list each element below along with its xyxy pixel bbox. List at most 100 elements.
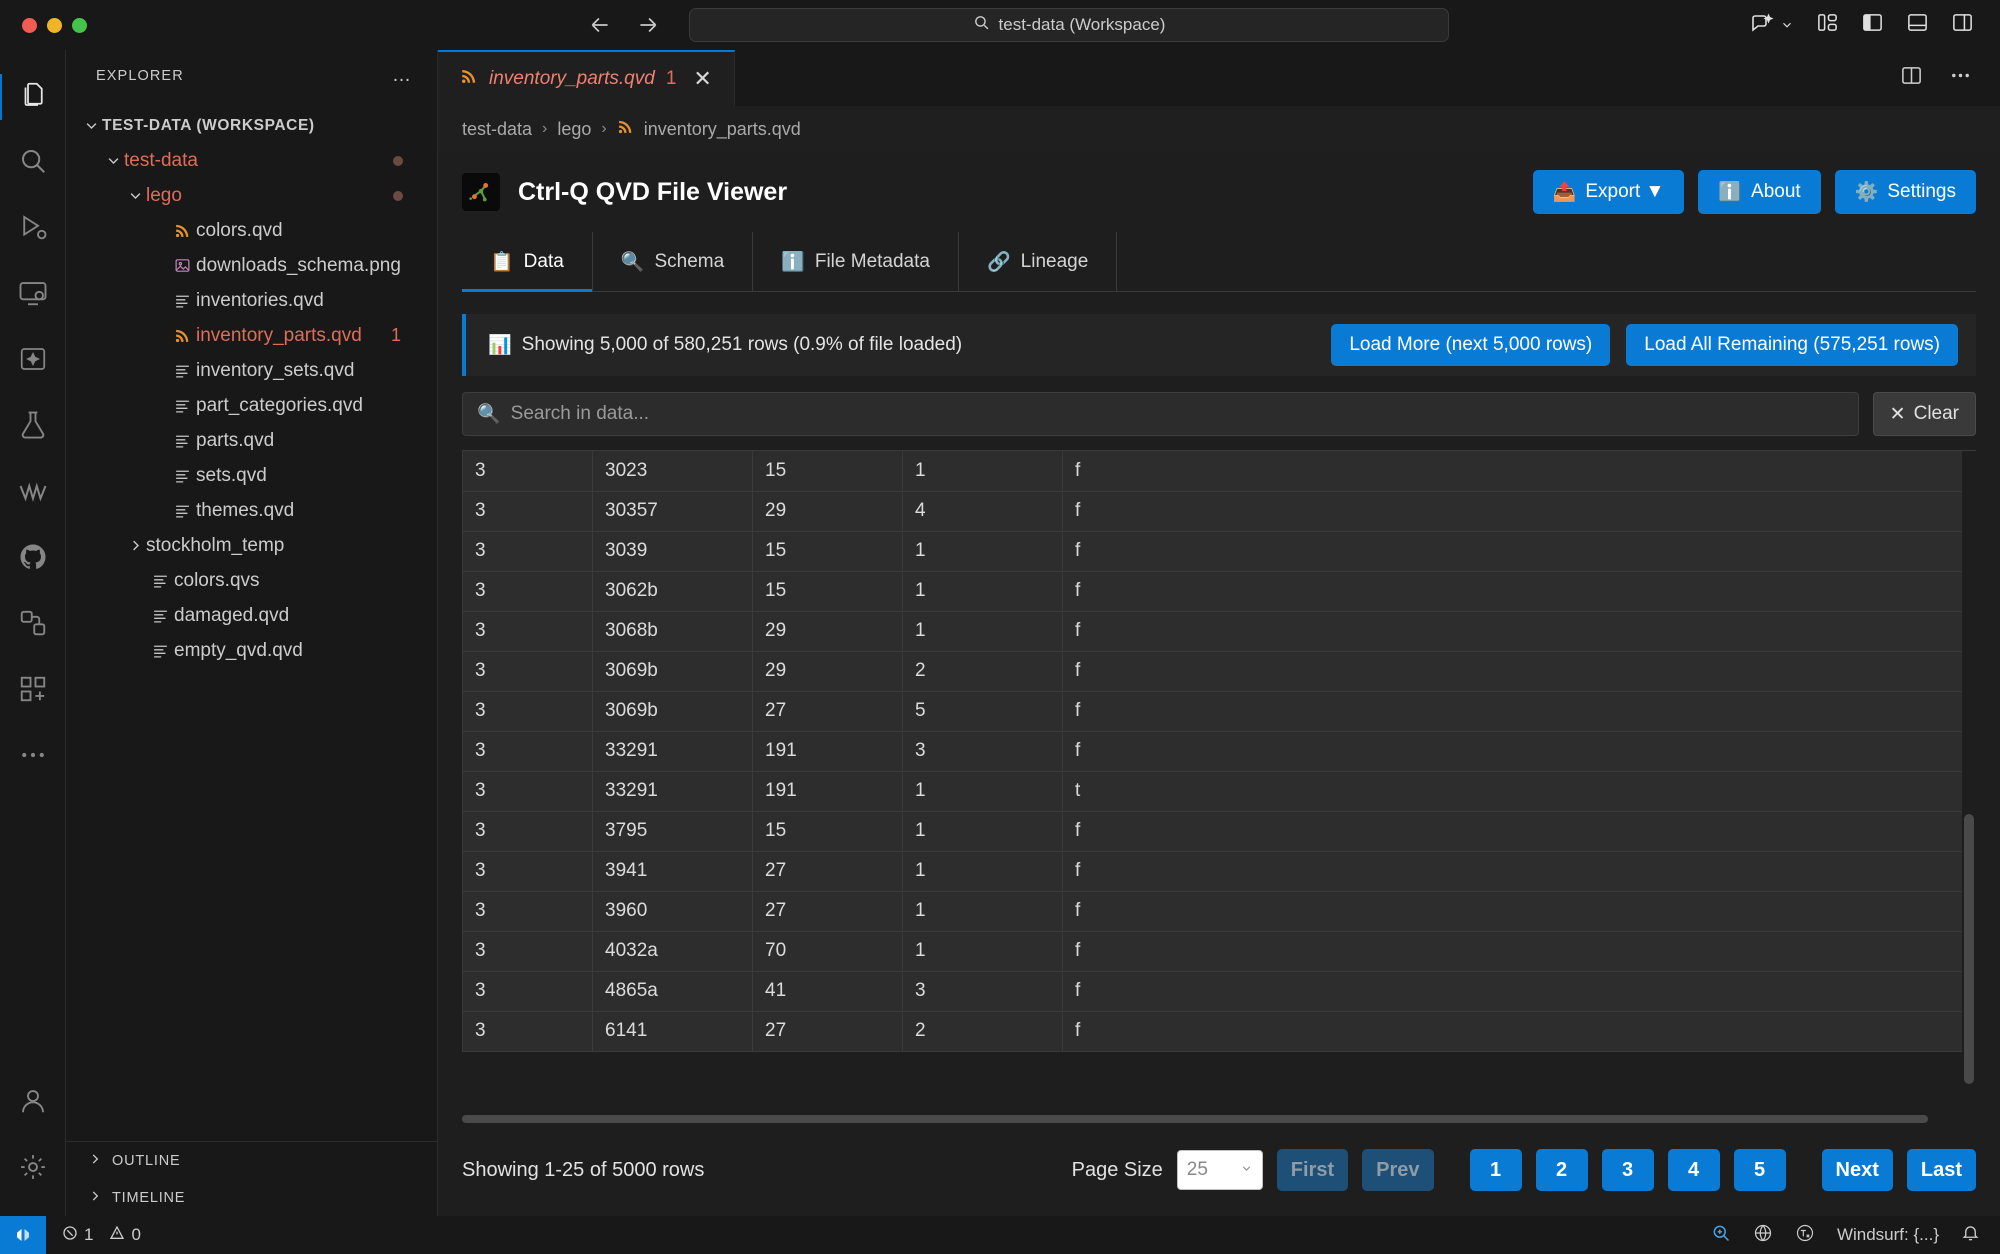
tree-item-inventory-sets-qvd[interactable]: inventory_sets.qvd [66,353,437,388]
search-input[interactable] [510,403,1844,425]
editor-tab-inventory-parts[interactable]: inventory_parts.qvd 1 ✕ [438,50,735,106]
table-row[interactable]: 3 3795 15 1 f [462,811,1976,852]
language-icon[interactable] [1795,1223,1815,1248]
scroll-thumb[interactable] [1964,814,1974,1084]
activity-item-explorer[interactable] [0,64,66,130]
tree-item-downloads-schema-png[interactable]: downloads_schema.png [66,248,437,283]
breadcrumb-item-1[interactable]: lego [557,118,592,139]
table-vertical-scrollbar[interactable] [1962,451,1976,1124]
table-row[interactable]: 3 33291 191 1 t [462,771,1976,812]
table-row[interactable]: 3 6141 27 2 f [462,1011,1976,1052]
activity-item-more[interactable] [0,724,66,790]
activity-item-testing[interactable] [0,394,66,460]
activity-item-extensions-alt[interactable] [0,592,66,658]
close-icon[interactable]: ✕ [693,66,712,91]
tab-schema[interactable]: 🔍 Schema [592,232,754,291]
table-row[interactable]: 3 3069b 29 2 f [462,651,1976,692]
tree-item-lego[interactable]: lego [66,178,437,213]
tree-item-inventories-qvd[interactable]: inventories.qvd [66,283,437,318]
tree-item-sets-qvd[interactable]: sets.qvd [66,458,437,493]
breadcrumb-item-0[interactable]: test-data [462,118,533,139]
activity-item-run-and-debug[interactable] [0,196,66,262]
bell-icon[interactable] [1961,1223,1980,1247]
more-actions-icon[interactable] [1949,64,1972,92]
last-page-button[interactable]: Last [1906,1149,1976,1191]
page-button-5[interactable]: 5 [1733,1149,1786,1191]
customize-layout-icon[interactable] [1816,11,1839,39]
about-button[interactable]: ℹ️ About [1698,170,1821,214]
tab-data[interactable]: 📋 Data [462,232,593,292]
activity-item-manage-settings[interactable] [0,1136,66,1202]
problems-status[interactable]: 1 0 [62,1225,141,1246]
table-row[interactable]: 3 3960 27 1 f [462,891,1976,932]
page-button-3[interactable]: 3 [1601,1149,1654,1191]
activity-item-remote-explorer[interactable] [0,262,66,328]
remote-window-button[interactable] [0,1216,46,1254]
forward-arrow-icon[interactable] [635,12,661,38]
table-horizontal-scrollbar[interactable] [462,1113,1958,1124]
page-size-select[interactable]: 25 [1176,1150,1263,1190]
activity-item-extensions[interactable] [0,658,66,724]
command-center-search[interactable]: test-data (Workspace) [689,8,1449,42]
search-input-wrapper[interactable]: 🔍 [462,392,1859,436]
explorer-more-actions[interactable]: … [392,65,413,86]
close-window-button[interactable] [22,17,37,33]
outline-section[interactable]: OUTLINE [66,1142,437,1179]
tab-file-metadata[interactable]: ℹ️ File Metadata [753,232,959,291]
tree-item-parts-qvd[interactable]: parts.qvd [66,423,437,458]
table-row[interactable]: 3 3062b 15 1 f [462,571,1976,612]
minimize-window-button[interactable] [47,17,62,33]
tree-item-stockholm-temp[interactable]: stockholm_temp [66,528,437,563]
settings-button[interactable]: ⚙️ Settings [1834,170,1976,214]
toggle-panel-icon[interactable] [1906,11,1929,39]
tree-item-empty-qvd-qvd[interactable]: empty_qvd.qvd [66,633,437,668]
activity-item-source-control-github[interactable] [0,526,66,592]
table-row[interactable]: 3 3023 15 1 f [462,451,1976,492]
table-row[interactable]: 3 3941 27 1 f [462,851,1976,892]
tree-item-damaged-qvd[interactable]: damaged.qvd [66,598,437,633]
back-arrow-icon[interactable] [587,12,613,38]
toggle-secondary-sidebar-icon[interactable] [1951,11,1974,39]
table-row[interactable]: 3 3069b 27 5 f [462,691,1976,732]
activity-item-windsurf[interactable] [0,460,66,526]
tree-item-test-data[interactable]: test-data [66,143,437,178]
tree-item-test-data-workspace-[interactable]: TEST-DATA (WORKSPACE) [66,108,437,143]
page-button-2[interactable]: 2 [1535,1149,1588,1191]
next-page-button[interactable]: Next [1821,1149,1893,1191]
toggle-primary-sidebar-icon[interactable] [1861,11,1884,39]
table-row[interactable]: 3 33291 191 3 f [462,731,1976,772]
load-more-button[interactable]: Load More (next 5,000 rows) [1331,324,1611,366]
tree-item-colors-qvs[interactable]: colors.qvs [66,563,437,598]
tree-item-label: test-data [124,149,198,171]
table-row[interactable]: 3 4865a 41 3 f [462,971,1976,1012]
split-editor-icon[interactable] [1900,64,1923,92]
clear-search-button[interactable]: ✕ Clear [1872,392,1976,436]
tree-item-themes-qvd[interactable]: themes.qvd [66,493,437,528]
window-controls[interactable] [0,17,87,33]
tree-item-inventory-parts-qvd[interactable]: inventory_parts.qvd 1 [66,318,437,353]
activity-item-search[interactable] [0,130,66,196]
maximize-window-button[interactable] [72,17,87,33]
windsurf-status[interactable]: Windsurf: {...} [1836,1225,1939,1244]
tree-item-part-categories-qvd[interactable]: part_categories.qvd [66,388,437,423]
page-button-1[interactable]: 1 [1469,1149,1522,1191]
breadcrumb-item-2[interactable]: inventory_parts.qvd [643,118,801,139]
table-row[interactable]: 3 4032a 70 1 f [462,931,1976,972]
prev-page-button[interactable]: Prev [1362,1149,1434,1191]
scroll-thumb[interactable] [462,1115,1929,1123]
table-row[interactable]: 3 3068b 29 1 f [462,611,1976,652]
tab-lineage[interactable]: 🔗 Lineage [958,232,1118,291]
timeline-section[interactable]: TIMELINE [66,1179,437,1216]
copilot-sparkle-icon[interactable] [1750,13,1794,37]
first-page-button[interactable]: First [1276,1149,1349,1191]
page-button-4[interactable]: 4 [1667,1149,1720,1191]
grid-icon[interactable] [1753,1223,1773,1248]
tree-item-colors-qvd[interactable]: colors.qvd [66,213,437,248]
export-button[interactable]: 📤 Export ▼ [1532,170,1685,214]
zoom-icon[interactable] [1711,1223,1731,1248]
load-all-remaining-button[interactable]: Load All Remaining (575,251 rows) [1626,324,1958,366]
activity-item-accounts[interactable] [0,1070,66,1136]
table-row[interactable]: 3 30357 29 4 f [462,491,1976,532]
table-row[interactable]: 3 3039 15 1 f [462,531,1976,572]
activity-item-copilot[interactable] [0,328,66,394]
